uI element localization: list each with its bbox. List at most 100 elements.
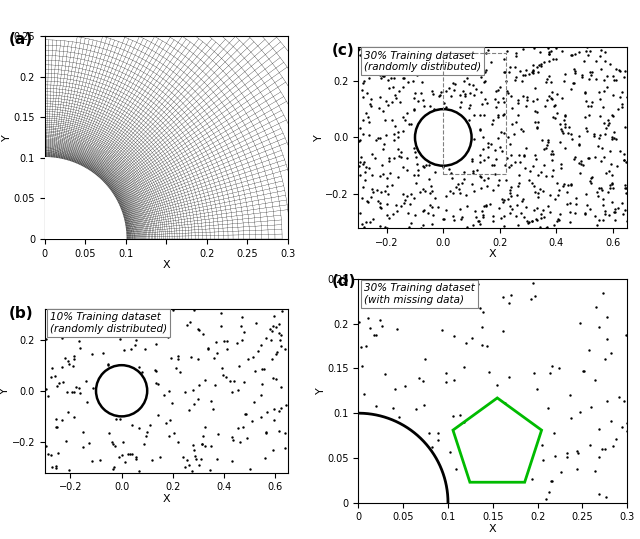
Point xyxy=(127,450,137,458)
Point xyxy=(565,218,575,226)
Point xyxy=(134,467,145,475)
Point xyxy=(449,47,460,56)
Point xyxy=(619,72,629,81)
Point xyxy=(529,369,539,377)
Point xyxy=(357,70,367,79)
Point xyxy=(526,294,536,303)
Point xyxy=(102,360,113,369)
Point xyxy=(529,43,539,52)
Point xyxy=(543,44,553,52)
Point xyxy=(400,287,410,296)
Point xyxy=(403,192,413,201)
Point xyxy=(559,115,569,124)
Point xyxy=(125,449,135,458)
Point xyxy=(161,419,171,428)
Point xyxy=(362,292,372,300)
Point xyxy=(275,383,285,391)
Point xyxy=(493,85,503,94)
Point xyxy=(255,341,266,349)
Point xyxy=(550,195,560,203)
Point xyxy=(506,208,516,217)
Point xyxy=(77,443,88,452)
Point xyxy=(376,204,386,212)
Point xyxy=(358,130,369,139)
Point xyxy=(413,170,423,179)
Point xyxy=(164,431,175,440)
Point xyxy=(440,87,451,96)
Point xyxy=(496,127,506,136)
Point xyxy=(211,455,221,464)
Point xyxy=(458,54,468,63)
Point xyxy=(173,351,184,360)
Point xyxy=(476,183,486,192)
Point xyxy=(477,100,488,108)
Point xyxy=(603,121,613,129)
Point xyxy=(579,57,589,65)
Point xyxy=(587,173,597,182)
Point xyxy=(166,353,176,362)
Point xyxy=(262,407,273,416)
Point xyxy=(475,304,485,313)
Point xyxy=(194,461,204,469)
Point xyxy=(538,136,548,144)
Point xyxy=(542,95,552,104)
Point xyxy=(540,101,550,110)
Point xyxy=(609,208,620,216)
Point xyxy=(409,94,419,102)
Point xyxy=(410,147,420,156)
Point xyxy=(544,56,554,65)
Point xyxy=(536,210,547,218)
Point xyxy=(547,476,557,485)
Point xyxy=(206,396,216,405)
Point xyxy=(355,136,365,144)
Point xyxy=(497,195,507,203)
Point xyxy=(419,56,429,64)
Point xyxy=(107,438,117,446)
Point xyxy=(510,63,520,72)
Text: 10% Training dataset
(randomly distributed): 10% Training dataset (randomly distribut… xyxy=(50,312,167,334)
Point xyxy=(452,180,463,189)
Point xyxy=(47,462,58,471)
Point xyxy=(233,424,243,433)
Point xyxy=(378,44,388,52)
Point xyxy=(217,364,227,372)
Point xyxy=(566,50,577,59)
Point xyxy=(147,323,157,331)
Point xyxy=(388,404,398,412)
Point xyxy=(483,153,493,161)
Point xyxy=(376,188,386,197)
Point xyxy=(280,401,291,410)
Point xyxy=(600,207,611,216)
Point xyxy=(598,195,608,203)
Point xyxy=(402,165,412,174)
Point xyxy=(538,455,548,464)
Point xyxy=(586,174,596,182)
Point xyxy=(463,104,474,113)
Point xyxy=(512,201,522,209)
Point xyxy=(261,334,271,342)
Point xyxy=(274,427,284,436)
Point xyxy=(594,87,604,96)
Point xyxy=(43,309,53,318)
Point xyxy=(485,199,495,208)
Point xyxy=(60,354,70,362)
Point xyxy=(429,287,439,296)
Point xyxy=(602,83,612,92)
Point xyxy=(566,179,577,188)
Point xyxy=(483,45,493,54)
Point xyxy=(607,197,617,206)
Point xyxy=(74,337,84,345)
Point xyxy=(536,214,546,223)
Point xyxy=(491,155,501,164)
Point xyxy=(389,73,399,82)
Point xyxy=(601,169,611,177)
Point xyxy=(175,368,185,377)
Point xyxy=(413,97,423,106)
Point xyxy=(402,109,412,118)
Point xyxy=(168,429,179,437)
Point xyxy=(470,207,480,216)
Point xyxy=(516,77,527,85)
Point xyxy=(506,161,516,169)
Point xyxy=(596,157,606,165)
Point xyxy=(144,310,154,319)
